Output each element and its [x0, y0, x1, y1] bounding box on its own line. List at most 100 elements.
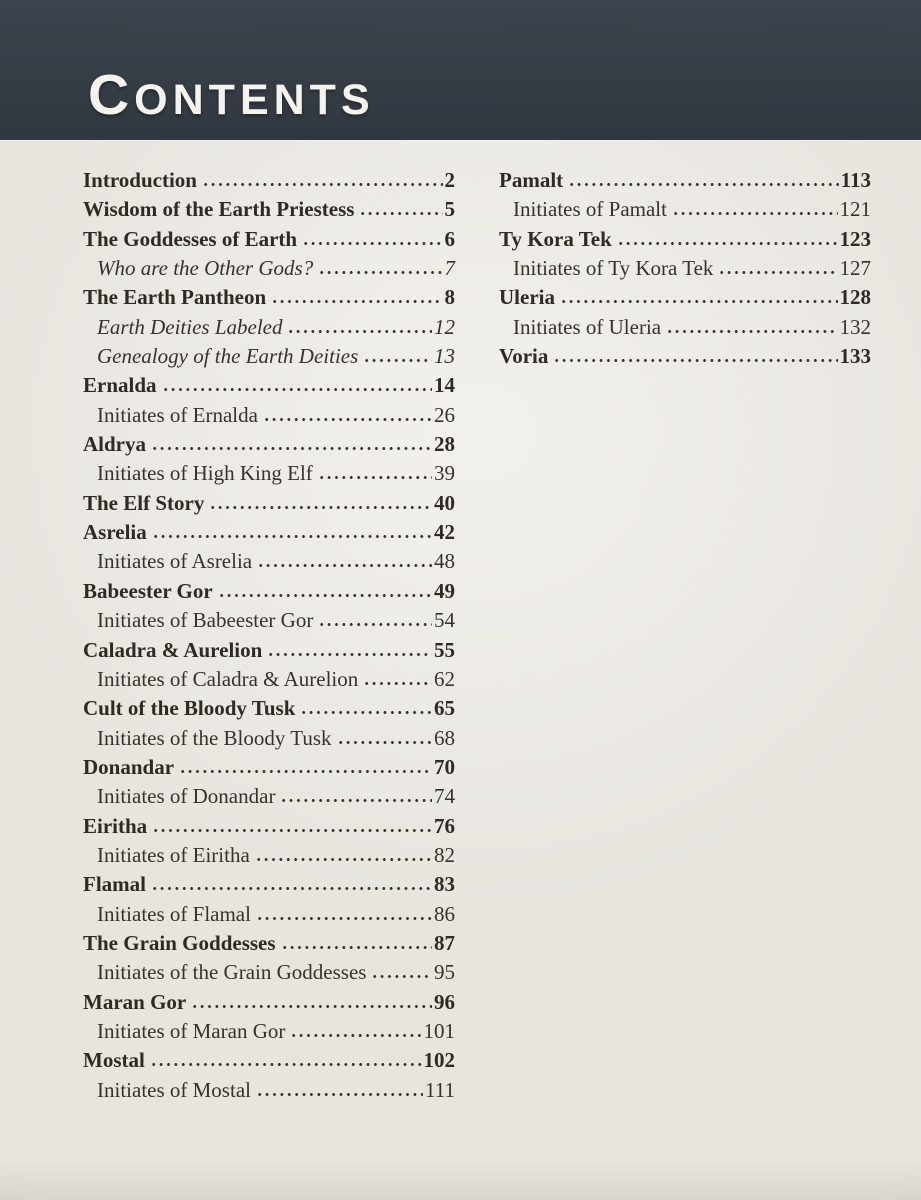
toc-entry: Initiates of Ernalda 26 — [83, 401, 455, 430]
toc-entry: The Earth Pantheon 8 — [83, 283, 455, 312]
toc-entry-label: Initiates of the Grain Goddesses — [97, 960, 367, 985]
toc-entry-label: Earth Deities Labeled — [97, 314, 283, 339]
toc-entry-label: Cult of the Bloody Tusk — [83, 696, 296, 721]
toc-entry-page: 8 — [444, 285, 456, 310]
toc-entry-label: The Elf Story — [83, 490, 205, 515]
dot-leader — [207, 504, 432, 510]
dot-leader — [189, 1003, 432, 1009]
toc-entry-label: Introduction — [83, 168, 197, 192]
toc-entry-label: Who are the Other Gods? — [97, 256, 314, 281]
toc-entry: Initiates of Caladra & Aurelion 62 — [83, 665, 455, 694]
dot-leader — [177, 768, 432, 774]
toc-entry-label: Initiates of Babeester Gor — [97, 608, 314, 633]
dot-leader — [361, 358, 432, 364]
toc-entry-page: 26 — [434, 402, 455, 427]
dot-leader — [551, 358, 838, 364]
toc-entry: Flamal 83 — [83, 870, 455, 899]
toc-entry: Donandar 70 — [83, 753, 455, 782]
toc-entry-label: Initiates of Donandar — [97, 784, 276, 809]
toc-entry: Caladra & Aurelion 55 — [83, 636, 455, 665]
toc-entry: Initiates of Maran Gor 101 — [83, 1017, 455, 1046]
toc-entry-page: 132 — [839, 314, 872, 339]
toc-entry-label: Mostal — [83, 1048, 145, 1073]
toc-entry-page: 87 — [434, 930, 455, 955]
toc-entry: Initiates of Asrelia 48 — [83, 547, 455, 576]
toc-entry-page: 76 — [434, 813, 455, 838]
toc-entry: Genealogy of the Earth Deities 13 — [83, 342, 455, 371]
dot-leader — [361, 680, 432, 686]
toc-entry-label: Uleria — [499, 285, 555, 310]
toc-entry-page: 86 — [434, 901, 455, 926]
toc-entry-label: The Goddesses of Earth — [83, 226, 298, 251]
toc-entry-page: 74 — [434, 784, 455, 809]
toc-entry-label: Caladra & Aurelion — [83, 637, 263, 662]
toc-entry-label: Babeester Gor — [83, 578, 213, 603]
dot-leader — [265, 651, 432, 657]
toc-entry-page: 133 — [839, 344, 872, 369]
toc-entry-label: Ernalda — [83, 373, 157, 398]
toc-entry: Initiates of the Grain Goddesses 95 — [83, 958, 455, 987]
toc-entry-label: Aldrya — [83, 432, 146, 457]
toc-entry-label: Pamalt — [499, 168, 564, 192]
toc-entry: Ernalda 14 — [83, 371, 455, 400]
toc-entry-page: 40 — [434, 490, 455, 515]
toc-entry: Initiates of High King Elf 39 — [83, 459, 455, 488]
dot-leader — [278, 944, 432, 950]
toc-entry-label: Initiates of Mostal — [97, 1077, 251, 1102]
toc-entry-label: Flamal — [83, 872, 146, 897]
toc-entry-page: 121 — [839, 197, 872, 222]
toc-entry-page: 14 — [434, 373, 455, 398]
dot-leader — [255, 563, 432, 569]
toc-entry-page: 68 — [434, 725, 455, 750]
toc-entry-page: 2 — [444, 168, 456, 192]
dot-leader — [149, 534, 432, 540]
dot-leader — [159, 387, 432, 393]
dot-leader — [269, 299, 443, 305]
toc-entry-page: 96 — [434, 989, 455, 1014]
toc-entry: Wisdom of the Earth Priestess 5 — [83, 195, 455, 224]
toc-entry-page: 12 — [434, 314, 455, 339]
toc-entry: The Goddesses of Earth 6 — [83, 225, 455, 254]
toc-entry-page: 82 — [434, 842, 455, 867]
toc-entry: Initiates of Babeester Gor 54 — [83, 606, 455, 635]
toc-entry-label: Maran Gor — [83, 989, 187, 1014]
dot-leader — [298, 710, 432, 716]
dot-leader — [199, 182, 443, 187]
toc-entry-label: Initiates of High King Elf — [97, 461, 313, 486]
toc-entry-label: Initiates of Eiritha — [97, 842, 250, 867]
toc-entry-label: The Earth Pantheon — [83, 285, 267, 310]
toc-entry: Initiates of Ty Kora Tek 127 — [499, 254, 871, 283]
dot-leader — [300, 240, 443, 246]
dot-leader — [316, 622, 432, 628]
page-title-rest: ONTENTS — [134, 76, 375, 124]
dot-leader — [149, 446, 432, 452]
toc-entry-label: Initiates of Caladra & Aurelion — [97, 666, 359, 691]
toc-entry-page: 95 — [434, 960, 455, 985]
toc-entry-label: Wisdom of the Earth Priestess — [83, 197, 355, 222]
toc-entry-page: 6 — [444, 226, 456, 251]
toc-entry-page: 49 — [434, 578, 455, 603]
page-header: C ONTENTS — [0, 0, 921, 140]
toc-entry: Pamalt 113 — [499, 166, 871, 195]
dot-leader — [147, 1062, 422, 1068]
dot-leader — [149, 886, 432, 892]
toc-entry-page: 48 — [434, 549, 455, 574]
toc-entry-page: 101 — [423, 1018, 456, 1043]
dot-leader — [316, 270, 443, 276]
toc-entry: Mostal 102 — [83, 1046, 455, 1075]
toc-entry-label: Initiates of Ty Kora Tek — [513, 256, 714, 281]
toc-entry-label: Ty Kora Tek — [499, 226, 612, 251]
dot-leader — [288, 1032, 422, 1038]
toc-entry: Initiates of Flamal 86 — [83, 900, 455, 929]
page-title: C ONTENTS — [88, 67, 375, 124]
dot-leader — [334, 739, 432, 745]
toc-entry: Ty Kora Tek 123 — [499, 225, 871, 254]
toc-entry-page: 65 — [434, 696, 455, 721]
dot-leader — [557, 299, 838, 305]
toc-entry: Initiates of Uleria 132 — [499, 313, 871, 342]
dot-leader — [369, 974, 432, 980]
toc-entry: Earth Deities Labeled 12 — [83, 313, 455, 342]
toc-entry: Babeester Gor 49 — [83, 577, 455, 606]
dot-leader — [566, 182, 839, 187]
